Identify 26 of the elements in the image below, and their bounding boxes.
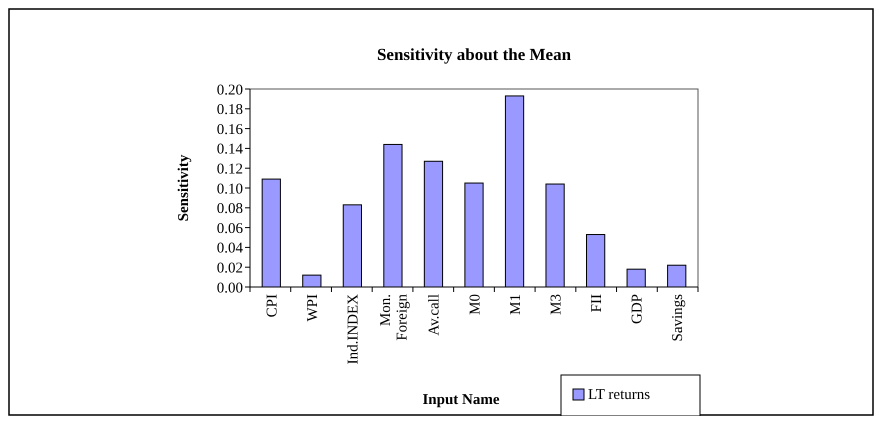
y-tick-label: 0.04: [216, 240, 244, 257]
y-tick-label: 0.10: [216, 181, 243, 198]
legend-label: LT returns: [588, 387, 650, 403]
y-tick-label: 0.12: [216, 161, 243, 178]
x-tick-label: FII: [588, 294, 605, 312]
y-tick-label: 0.02: [216, 260, 243, 276]
y-tick-label: 0.06: [216, 220, 244, 237]
x-tick-label: Mon. Foreign: [378, 294, 410, 341]
y-tick-label: 0.08: [216, 201, 243, 218]
x-tick-label: M0: [467, 294, 484, 315]
x-tick-label: M3: [548, 294, 564, 315]
chart-title: Sensitivity about the Mean: [376, 45, 572, 64]
x-tick-label: Savings: [670, 294, 686, 342]
x-tick-label: CPI: [264, 294, 281, 318]
y-tick-label: 0.00: [216, 280, 243, 296]
x-tick-label: WPI: [305, 294, 322, 322]
x-tick-label: Av.call: [426, 294, 443, 336]
y-tick-label: 0.20: [216, 82, 243, 98]
x-tick-label: Ind.INDEX: [346, 294, 362, 364]
y-tick-label: 0.18: [216, 102, 243, 118]
y-axis-title: Sensitivity: [176, 154, 192, 222]
y-tick-label: 0.16: [216, 122, 244, 138]
x-axis-title: Input Name: [422, 392, 500, 408]
y-tick-label: 0.14: [216, 142, 244, 158]
x-tick-label: GDP: [629, 294, 646, 324]
x-tick-label: M1: [508, 294, 524, 315]
